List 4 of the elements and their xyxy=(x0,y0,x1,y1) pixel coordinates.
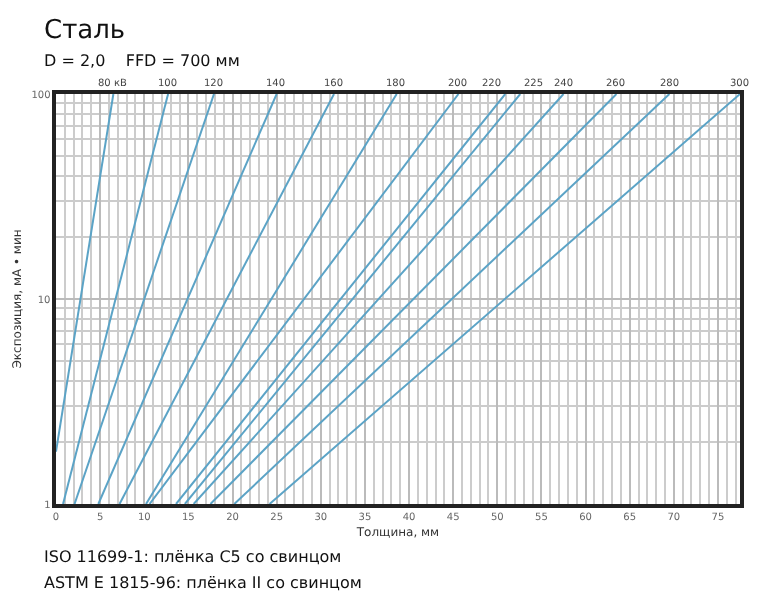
text: ISO 11699-1: плёнка С5 со свинцом xyxy=(44,548,342,566)
text: ASTM E 1815-96: плёнка II со свинцом xyxy=(44,574,362,592)
chart-subtitle: D = 2,0 FFD = 700 мм xyxy=(44,52,240,70)
chart-title: Сталь xyxy=(44,16,126,46)
